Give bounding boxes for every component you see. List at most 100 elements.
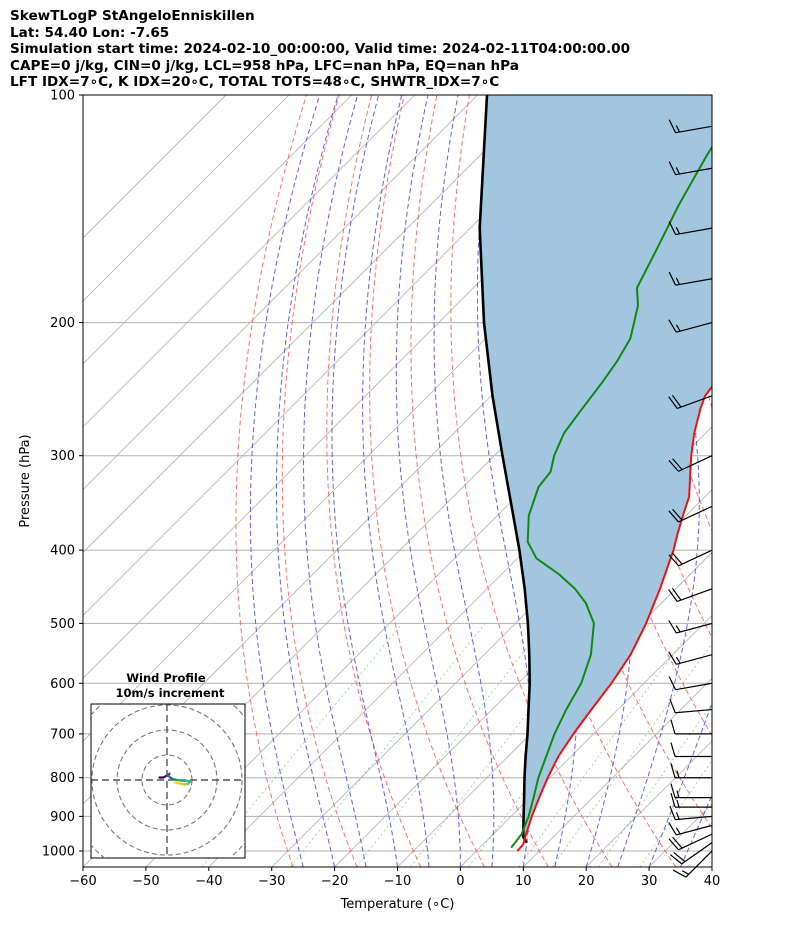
x-tick-label: 10 [515,874,532,889]
moist-adiabat [362,95,430,867]
isotherm-gridline [83,95,541,554]
x-tick-label: −50 [132,874,159,889]
station-location: Lat: 54.40 Lon: -7.65 [10,24,170,41]
wind-barb [669,805,713,821]
hodograph-title: Wind Profile [126,671,206,685]
isotherm-gridline [83,95,415,428]
wind-barb [668,319,713,333]
dry-adiabat [369,95,485,867]
dry-adiabat [410,95,549,867]
isotherm-gridline [83,95,227,239]
wind-barb [670,842,713,865]
simulation-times: Simulation start time: 2024-02-10_00:00:… [10,41,631,57]
isotherm-gridline [83,95,604,616]
isotherm-gridline [334,489,712,867]
x-tick-label: −60 [69,874,96,889]
stability-parameters: CAPE=0 j/kg, CIN=0 j/kg, LCL=958 hPa, LF… [10,57,519,74]
moist-adiabat [680,794,712,867]
x-tick-label: −10 [384,874,411,889]
isotherm-gridline [83,95,353,365]
x-tick-label: −20 [321,874,348,889]
wind-barb [668,119,713,134]
wind-barb [668,587,713,603]
hodograph-trace-segment [175,781,186,786]
stability-indices: LFT IDX=7∘C, K IDX=20∘C, TOTAL TOTS=48∘C… [10,74,500,90]
wind-barb [670,763,712,779]
wind-barb [668,455,713,472]
y-axis-label: Pressure (hPa) [18,434,33,527]
mixing-ratio-line [551,642,712,867]
y-tick-label: 600 [50,677,75,692]
y-tick-label: 500 [50,617,75,632]
y-tick-label: 100 [50,89,75,104]
wind-barb [670,792,712,808]
wind-barb [668,549,713,567]
dry-adiabat [281,95,358,867]
y-tick-label: 400 [50,544,75,559]
hodograph-frame [90,703,246,859]
y-tick-label: 200 [50,316,75,331]
parcel-profile-line [478,95,531,844]
wind-barb [672,850,713,878]
moist-adiabat [617,95,700,867]
wind-barb [668,676,713,691]
mixing-ratio-line [518,623,697,867]
wind-barb [668,161,713,176]
isotherm-gridline [711,866,712,867]
wind-barb [668,651,713,665]
moist-adiabat [433,95,495,867]
x-tick-label: 20 [578,874,595,889]
wind-barb [670,742,712,758]
y-tick-label: 900 [50,810,75,825]
hodograph-subtitle: 10m/s increment [116,686,225,700]
wind-barb [668,271,713,286]
dry-adiabat [235,95,307,867]
wind-barb [670,719,712,735]
moist-adiabat [249,95,321,867]
moist-adiabat [303,95,367,867]
dewpoint-profile-line [510,145,712,849]
hodograph-trace-segment [173,780,181,784]
x-tick-label: 40 [704,874,721,889]
moist-adiabat [395,95,461,867]
y-tick-label: 300 [50,449,75,464]
dry-adiabat [326,95,422,867]
dry-adiabat [450,95,613,867]
temperature-profile-line [516,385,712,852]
y-tick-label: 1000 [42,844,75,859]
figure-title: SkewTLogP StAngeloEnniskillen [10,8,255,24]
x-axis-label: Temperature (∘C) [340,897,455,912]
wind-barb [668,833,713,851]
x-tick-label: −30 [258,874,285,889]
moist-adiabat [331,95,398,867]
mixing-ratio-line [639,759,712,867]
figure-header: SkewTLogP StAngeloEnniskillen Lat: 54.40… [10,8,790,91]
wind-barb [669,698,713,714]
dry-adiabat [763,95,794,867]
isotherm-gridline [523,677,712,867]
moist-adiabat [476,95,533,867]
x-tick-label: −40 [195,874,222,889]
y-tick-label: 700 [50,727,75,742]
x-tick-label: 30 [641,874,658,889]
wind-barb [668,822,713,836]
moist-adiabat [276,95,339,867]
isotherm-gridline [83,95,290,302]
wind-barb [668,620,713,634]
y-tick-label: 800 [50,771,75,786]
dry-adiabat [730,95,794,867]
mixing-ratio-line [355,623,547,867]
mixing-ratio-line [290,623,486,867]
wind-barb [668,394,713,410]
cape-cin-shading [479,95,712,843]
wind-barb [670,783,712,799]
moist-adiabat [648,701,712,867]
wind-barb [668,505,713,523]
wind-barb [668,221,713,236]
isotherm-gridline [460,614,712,867]
mixing-ratio-line [598,703,712,867]
moist-adiabat [711,865,712,867]
isotherm-gridline [83,95,478,491]
